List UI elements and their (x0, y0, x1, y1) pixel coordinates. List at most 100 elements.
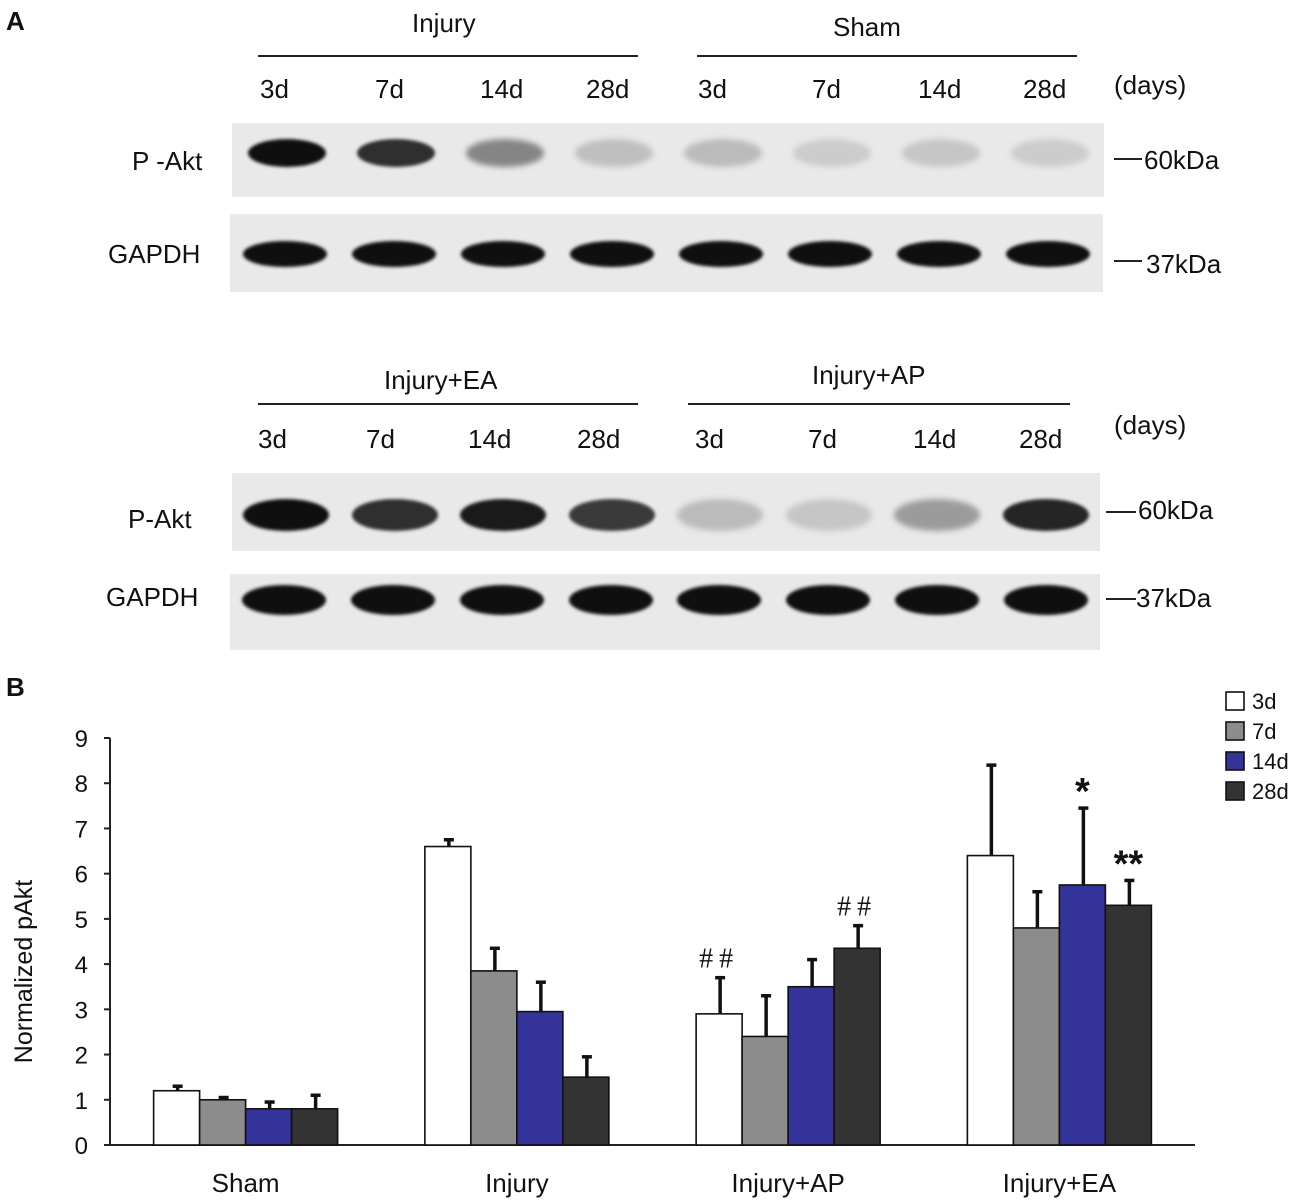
group-rule-injury (258, 55, 638, 57)
blot-band (356, 139, 435, 167)
days-unit-label: (days) (1114, 70, 1187, 100)
marker-60kda: 60kDa (1144, 145, 1220, 175)
bar-28d (1104, 904, 1153, 1146)
blot-band (459, 585, 544, 615)
category-label: Injury+AP (731, 1168, 844, 1198)
day-label: 28d (577, 424, 621, 454)
bar-14d (244, 1108, 293, 1146)
blot-band (243, 499, 330, 531)
legend-label: 7d (1252, 719, 1276, 744)
western-blot-pakt (232, 473, 1100, 551)
legend-swatch (1225, 721, 1245, 741)
legend-swatch (1225, 751, 1245, 771)
marker-37kda: 37kDa (1136, 583, 1212, 613)
blot-band (568, 499, 655, 531)
blot-band (792, 139, 871, 167)
bar-7d (741, 1035, 789, 1146)
days-unit-label: (days) (1114, 410, 1187, 440)
y-tick-label: 0 (75, 1133, 88, 1160)
day-label: 7d (366, 424, 395, 454)
day-label: 14d (468, 424, 512, 454)
legend-label: 3d (1252, 689, 1276, 714)
group-title-injury: Injury (412, 8, 476, 38)
blot-band (1010, 139, 1089, 167)
legend-swatch (1225, 691, 1245, 711)
day-label: 3d (260, 74, 289, 104)
row-label-pakt: P -Akt (132, 146, 203, 176)
bar-28d (290, 1108, 339, 1146)
bar-14d (787, 985, 835, 1146)
day-label: 3d (695, 424, 724, 454)
significance-marker: ## (699, 944, 739, 975)
group-title-injury-ea: Injury+EA (384, 365, 498, 395)
group-title-sham: Sham (833, 12, 901, 42)
day-label: 14d (480, 74, 524, 104)
row-label-gapdh: GAPDH (106, 582, 199, 612)
row-label-gapdh: GAPDH (108, 239, 201, 269)
marker-37kda: 37kDa (1146, 249, 1222, 279)
blot-band (351, 499, 438, 531)
blot-band (351, 241, 436, 267)
marker-tick (1106, 511, 1136, 513)
legend-label: 14d (1252, 749, 1289, 774)
row-label-pakt: P-Akt (128, 504, 192, 534)
blot-band (460, 499, 547, 531)
blot-band (894, 499, 981, 531)
significance-marker: ** (1114, 843, 1144, 885)
day-label: 3d (698, 74, 727, 104)
western-blot-gapdh (230, 574, 1100, 650)
legend-label: 28d (1252, 779, 1289, 804)
western-blot-pakt (232, 123, 1104, 197)
y-tick-label: 3 (75, 997, 88, 1024)
blot-band (894, 585, 979, 615)
blot-band (897, 241, 982, 267)
bar-3d (424, 845, 472, 1146)
bar-28d (833, 947, 881, 1146)
bar-7d (198, 1098, 247, 1146)
y-tick-label: 9 (75, 726, 88, 753)
day-label: 28d (1019, 424, 1063, 454)
marker-60kda: 60kDa (1138, 495, 1214, 525)
panel-b-label: B (6, 672, 25, 702)
blot-band (1006, 241, 1091, 267)
day-label: 14d (918, 74, 962, 104)
blot-band (465, 139, 544, 167)
group-title-injury-ap: Injury+AP (812, 360, 926, 390)
y-tick-label: 5 (75, 907, 88, 934)
blot-band (1002, 499, 1089, 531)
panel-a-label: A (6, 6, 25, 36)
blot-band (460, 241, 545, 267)
bar-3d (695, 1013, 743, 1146)
blot-band (679, 241, 764, 267)
blot-band (351, 585, 436, 615)
legend-swatch (1225, 781, 1245, 801)
blot-band (683, 139, 762, 167)
group-rule-injury-ea (258, 403, 638, 405)
blot-band (785, 499, 872, 531)
y-tick-label: 7 (75, 816, 88, 843)
category-label: Sham (212, 1168, 280, 1198)
blot-band (242, 241, 327, 267)
category-label: Injury (485, 1168, 549, 1198)
bar-14d (516, 1010, 564, 1146)
day-label: 7d (812, 74, 841, 104)
blot-band (786, 585, 871, 615)
bar-chart: 0 1 2 3 4 5 6 7 8 9 Normalized pAkt Sham Injury Injur… (10, 689, 1289, 1198)
y-tick-label: 8 (75, 771, 88, 798)
blot-band (242, 585, 327, 615)
y-tick-label: 1 (75, 1088, 88, 1115)
western-blot-gapdh (230, 214, 1103, 292)
group-rule-sham (697, 55, 1077, 57)
marker-tick (1114, 158, 1142, 160)
y-axis-label: Normalized pAkt (10, 880, 38, 1063)
blot-band (901, 139, 980, 167)
bar-3d (152, 1089, 201, 1146)
blot-band (788, 241, 873, 267)
y-tick-label: 4 (75, 952, 88, 979)
day-label: 28d (1023, 74, 1067, 104)
significance-marker: ## (837, 892, 877, 923)
bar-3d (966, 854, 1015, 1146)
blot-band (677, 585, 762, 615)
day-label: 28d (586, 74, 630, 104)
marker-tick (1114, 260, 1142, 262)
